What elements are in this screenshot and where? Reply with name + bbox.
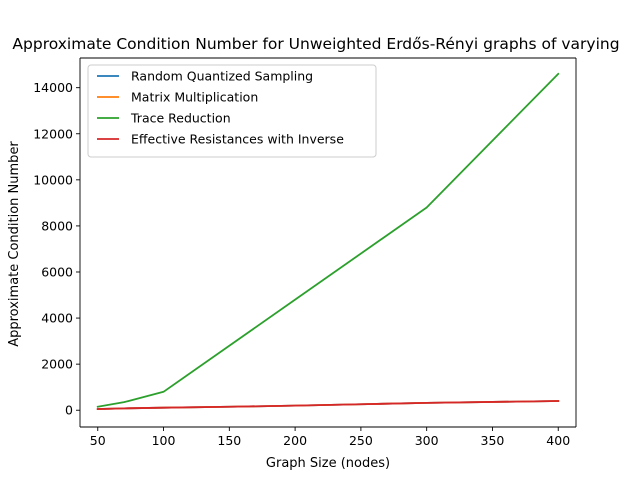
y-tick-label: 14000 bbox=[33, 80, 73, 95]
y-tick-label: 6000 bbox=[41, 264, 73, 279]
y-tick-label: 2000 bbox=[41, 357, 73, 372]
chart-title: Approximate Condition Number for Unweigh… bbox=[12, 35, 619, 53]
x-tick-label: 300 bbox=[415, 433, 439, 448]
x-tick-label: 250 bbox=[349, 433, 373, 448]
y-axis-label: Approximate Condition Number bbox=[7, 141, 22, 347]
series-lines bbox=[96, 72, 560, 411]
x-tick-label: 50 bbox=[90, 433, 106, 448]
y-tick-label: 4000 bbox=[41, 311, 73, 326]
y-tick-label: 8000 bbox=[41, 218, 73, 233]
legend: Random Quantized Sampling Matrix Multipli… bbox=[87, 64, 377, 158]
series-line-4 bbox=[96, 400, 560, 411]
y-axis-ticks: 0 2000 4000 6000 8000 10000 12000 14000 bbox=[33, 80, 80, 418]
x-tick-label: 150 bbox=[217, 433, 241, 448]
legend-entry-label: Random Quantized Sampling bbox=[131, 69, 313, 84]
x-tick-label: 350 bbox=[481, 433, 505, 448]
y-tick-label: 10000 bbox=[33, 172, 73, 187]
legend-box bbox=[87, 64, 377, 158]
legend-entry-label: Effective Resistances with Inverse bbox=[131, 132, 344, 147]
x-axis-ticks: 50 100 150 200 250 300 350 400 bbox=[90, 427, 570, 448]
x-tick-label: 100 bbox=[152, 433, 176, 448]
y-tick-label: 12000 bbox=[33, 126, 73, 141]
series-line-3 bbox=[96, 72, 560, 408]
x-tick-label: 400 bbox=[546, 433, 570, 448]
legend-entry-label: Matrix Multiplication bbox=[131, 90, 258, 105]
axes-spines bbox=[79, 57, 577, 428]
legend-entry-label: Trace Reduction bbox=[130, 111, 231, 126]
x-tick-label: 200 bbox=[283, 433, 307, 448]
x-axis-label: Graph Size (nodes) bbox=[266, 456, 390, 471]
y-tick-label: 0 bbox=[65, 403, 73, 418]
